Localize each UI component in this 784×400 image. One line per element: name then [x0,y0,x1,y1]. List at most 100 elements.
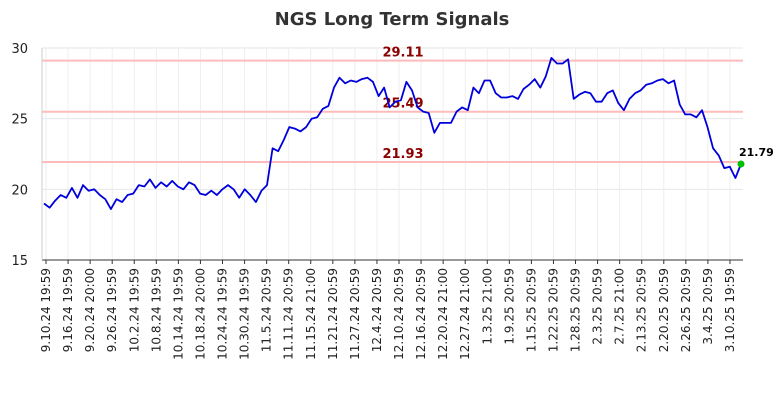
data-point [327,105,329,107]
data-point [712,147,714,149]
data-point [316,116,318,118]
chart-title: NGS Long Term Signals [275,9,510,30]
data-point [684,114,686,116]
y-tick-label: 15 [11,254,28,269]
data-point [400,99,402,101]
data-point [344,82,346,84]
data-point [601,101,603,103]
x-tick-label: 1.3.25 21:00 [480,268,494,345]
reference-line-label: 25.49 [382,97,423,112]
data-point [378,95,380,97]
data-point [367,77,369,79]
data-point [673,80,675,82]
data-point [456,111,458,113]
data-point [645,84,647,86]
data-point [629,98,631,100]
data-point [489,80,491,82]
data-point [300,130,302,132]
data-point [272,147,274,149]
data-point [718,155,720,157]
data-point [495,92,497,94]
data-point [679,104,681,106]
data-point [417,106,419,108]
data-point [590,92,592,94]
data-point [261,190,263,192]
data-point [428,112,430,114]
data-point [551,57,553,59]
data-point [222,188,224,190]
x-tick-label: 10.8.24 19:59 [149,268,163,352]
data-point [305,126,307,128]
data-point [71,187,73,189]
data-point [49,207,51,209]
x-tick-label: 1.22.25 20:59 [546,268,560,352]
x-tick-label: 11.11.24 20:59 [282,268,296,360]
data-point [450,122,452,124]
data-point [539,87,541,89]
x-tick-label: 12.10.24 20:59 [392,268,406,360]
x-tick-label: 2.7.25 21:00 [613,268,627,345]
data-point [439,122,441,124]
data-point [422,111,424,113]
data-point [143,186,145,188]
data-point [517,98,519,100]
data-point [350,80,352,82]
data-point [695,116,697,118]
data-point [595,101,597,103]
x-tick-label: 9.16.24 19:59 [61,268,75,352]
x-tick-label: 3.4.25 20:59 [701,268,715,345]
data-point [216,194,218,196]
data-point [77,197,79,199]
x-tick-label: 11.27.24 20:59 [348,268,362,360]
data-point [116,198,118,200]
data-point [249,194,251,196]
data-point [88,190,90,192]
data-point [171,180,173,182]
data-point [155,187,157,189]
data-point [640,90,642,92]
annotations: 21.79 [737,146,774,168]
data-point [651,82,653,84]
series-group [43,57,742,211]
x-tick-label: 12.20.24 21:00 [436,268,450,360]
x-tick-label: 10.14.24 19:59 [171,268,185,360]
data-point [166,186,168,188]
data-point [723,167,725,169]
x-tick-label: 3.10.25 19:59 [723,268,737,352]
data-point [127,194,129,196]
data-point [634,92,636,94]
x-tick-label: 1.15.25 20:59 [524,268,538,352]
x-tick-label: 10.24.24 19:59 [216,268,230,360]
x-tick-label: 2.20.25 20:59 [657,268,671,352]
data-point [668,82,670,84]
x-tick-label: 9.20.24 20:00 [83,268,97,352]
data-point [406,81,408,83]
data-point [556,63,558,65]
data-point [266,184,268,186]
y-tick-label: 30 [11,42,28,57]
last-value-label: 21.79 [739,146,774,159]
data-point [255,201,257,203]
data-point [54,200,56,202]
data-point [707,126,709,128]
x-tick-label: 1.28.25 20:59 [569,268,583,352]
reference-line-label: 21.93 [382,147,423,162]
data-point [701,109,703,111]
data-point [244,188,246,190]
data-point [93,188,95,190]
data-point [523,88,525,90]
data-point [283,139,285,141]
data-point [177,186,179,188]
data-point [411,90,413,92]
x-tick-label: 2.3.25 20:59 [591,268,605,345]
data-point [199,193,201,195]
x-tick-label: 10.18.24 20:00 [193,268,207,360]
data-point [478,92,480,94]
data-point [361,78,363,80]
last-value-marker [737,160,745,168]
data-point [567,58,569,60]
x-tick-label: 10.2.24 19:59 [127,268,141,352]
data-point [60,194,62,196]
x-tick-label: 12.27.24 21:00 [458,268,472,360]
